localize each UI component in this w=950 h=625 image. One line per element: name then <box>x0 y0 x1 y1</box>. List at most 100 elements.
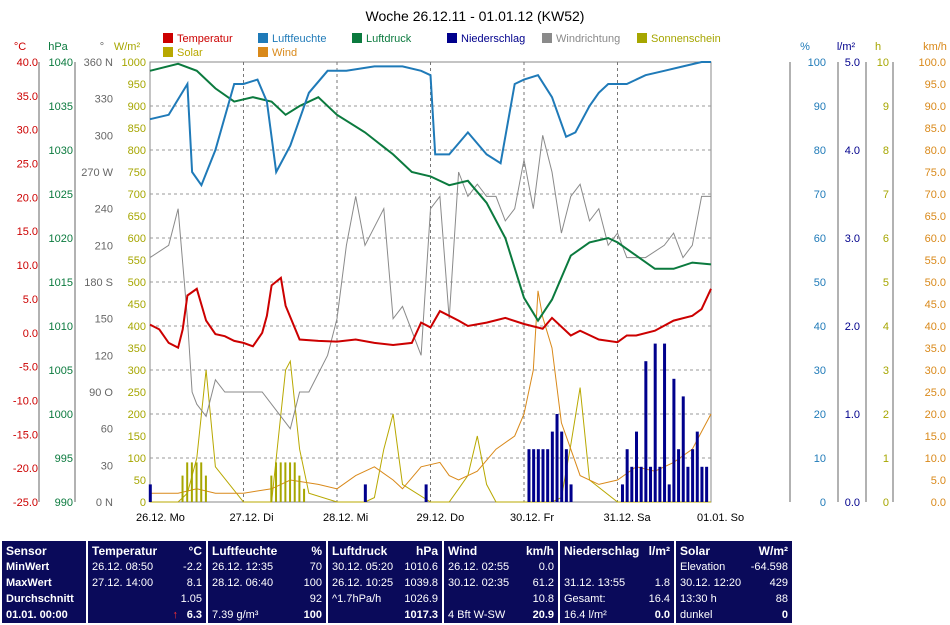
axis-tick-wind: 5.0 <box>931 475 946 487</box>
axis-tick-rain: 2.0 <box>845 321 860 333</box>
stats-cell-value: 1010.6 <box>404 561 438 573</box>
bar-niederschlag <box>625 449 629 502</box>
stats-cell-value: -64.598 <box>750 561 788 573</box>
axis-tick-solar: 400 <box>128 321 146 333</box>
axis-tick-direction: 0 N <box>96 497 113 509</box>
bar-niederschlag <box>569 484 573 502</box>
bar-niederschlag <box>663 343 667 502</box>
axis-tick-direction: 180 S <box>84 277 113 289</box>
stats-column: Temperatur °C 26.12. 08:50 -2.2 27.12. 14:00… <box>88 541 206 623</box>
axis-tick-wind: 0.0 <box>931 497 946 509</box>
axis-tick-wind: 35.0 <box>925 343 946 355</box>
legend-label: Solar <box>177 47 203 59</box>
axis-tick-humidity: 40 <box>814 321 826 333</box>
axis-tick-temperature: -5.0 <box>19 362 38 374</box>
bar-sonnenschein <box>293 462 296 502</box>
bar-niederschlag <box>550 431 554 502</box>
axis-tick-humidity: 50 <box>814 277 826 289</box>
axis-tick-wind: 20.0 <box>925 409 946 421</box>
axis-tick-rain: 3.0 <box>845 233 860 245</box>
axis-unit-rain: l/m² <box>837 41 856 53</box>
axis-tick-temperature: 35.0 <box>17 91 38 103</box>
axis-tick-wind: 15.0 <box>925 431 946 443</box>
stats-column: Wind km/h 26.12. 02:55 0.0 30.12. 02:35 61.2 1… <box>444 541 558 623</box>
stats-cell-value: 1039.8 <box>404 577 438 589</box>
legend-label: Luftdruck <box>366 33 412 45</box>
stats-cell-value: 100 <box>303 577 322 589</box>
stats-cell-value: 0 <box>781 609 788 621</box>
axis-tick-solar: 100 <box>128 453 146 465</box>
axis-tick-humidity: 20 <box>814 409 826 421</box>
axis-unit-temperature: °C <box>14 41 26 53</box>
axis-tick-solar: 650 <box>128 211 146 223</box>
stats-row: 26.12. 02:55 0.0 <box>448 560 554 574</box>
stats-cell-time: 27.12. 14:00 <box>92 577 154 589</box>
stats-cell-time: 28.12. 06:40 <box>212 577 274 589</box>
axis-tick-solar: 0 <box>140 497 146 509</box>
stats-header-unit: % <box>311 544 322 558</box>
bar-niederschlag <box>705 466 709 502</box>
axis-tick-wind: 80.0 <box>925 145 946 157</box>
stats-row: 30.12. 12:20 429 <box>680 576 788 590</box>
bar-niederschlag <box>564 449 568 502</box>
axis-tick-temperature: -10.0 <box>13 395 38 407</box>
bar-niederschlag <box>620 484 624 502</box>
stats-cell-time: dunkel <box>680 609 713 621</box>
stats-cell-value: 1017.3 <box>404 609 438 621</box>
stats-header-label: Niederschlag <box>564 544 640 558</box>
axis-tick-temperature: -20.0 <box>13 463 38 475</box>
bar-niederschlag <box>677 449 681 502</box>
axis-tick-direction: 360 N <box>84 57 113 69</box>
axis-tick-solar: 350 <box>128 343 146 355</box>
axis-tick-humidity: 90 <box>814 101 826 113</box>
stats-row: 26.12. 08:50 -2.2 <box>92 560 202 574</box>
bar-niederschlag <box>532 449 536 502</box>
axis-tick-temperature: -15.0 <box>13 429 38 441</box>
axis-tick-sunshine: 5 <box>883 277 889 289</box>
stats-row: MaxWert <box>6 576 82 590</box>
bar-niederschlag <box>653 343 657 502</box>
axis-tick-sunshine: 1 <box>883 453 889 465</box>
bar-niederschlag <box>700 466 704 502</box>
bar-sonnenschein <box>270 475 273 502</box>
stats-row: 4 Bft W-SW 20.9 <box>448 608 554 622</box>
axis-tick-solar: 300 <box>128 365 146 377</box>
axis-unit-solar: W/m² <box>114 41 141 53</box>
axis-tick-direction: 300 <box>95 130 113 142</box>
axis-tick-direction: 120 <box>95 350 113 362</box>
axis-tick-solar: 950 <box>128 79 146 91</box>
stats-header: Luftdruck hPa <box>332 544 438 558</box>
x-tick-label: 29.12. Do <box>417 512 465 524</box>
axis-tick-sunshine: 6 <box>883 233 889 245</box>
stats-row: Gesamt: 16.4 <box>564 592 670 606</box>
axis-tick-direction: 210 <box>95 240 113 252</box>
axis-unit-sunshine: h <box>875 41 881 53</box>
x-tick-label: 30.12. Fr <box>510 512 554 524</box>
axis-tick-solar: 550 <box>128 255 146 267</box>
bar-sonnenschein <box>181 475 184 502</box>
axis-tick-wind: 30.0 <box>925 365 946 377</box>
bar-niederschlag <box>672 378 676 502</box>
axis-tick-direction: 330 <box>95 94 113 106</box>
legend-swatch <box>258 47 268 57</box>
legend-swatch <box>542 33 552 43</box>
series-line-solar <box>150 359 711 503</box>
stats-row: dunkel 0 <box>680 608 788 622</box>
stats-cell-time: 26.12. 08:50 <box>92 561 154 573</box>
axis-tick-pressure: 995 <box>55 453 73 465</box>
axis-tick-temperature: 40.0 <box>17 57 38 69</box>
stats-cell-value: 0.0 <box>654 609 670 621</box>
bar-sonnenschein <box>200 462 203 502</box>
stats-row: Durchschnitt <box>6 592 82 606</box>
axis-tick-wind: 70.0 <box>925 189 946 201</box>
stats-row: 13:30 h 88 <box>680 592 788 606</box>
axis-tick-rain: 0.0 <box>845 497 860 509</box>
stats-header: Solar W/m² <box>680 544 788 558</box>
stats-row: ^1.7hPa/h 1026.9 <box>332 592 438 606</box>
bar-niederschlag <box>681 396 685 502</box>
stats-cell-time: 26.12. 10:25 <box>332 577 394 589</box>
axis-tick-sunshine: 2 <box>883 409 889 421</box>
stats-cell-value: 429 <box>769 577 788 589</box>
axis-tick-solar: 800 <box>128 145 146 157</box>
legend-label: Niederschlag <box>461 33 525 45</box>
